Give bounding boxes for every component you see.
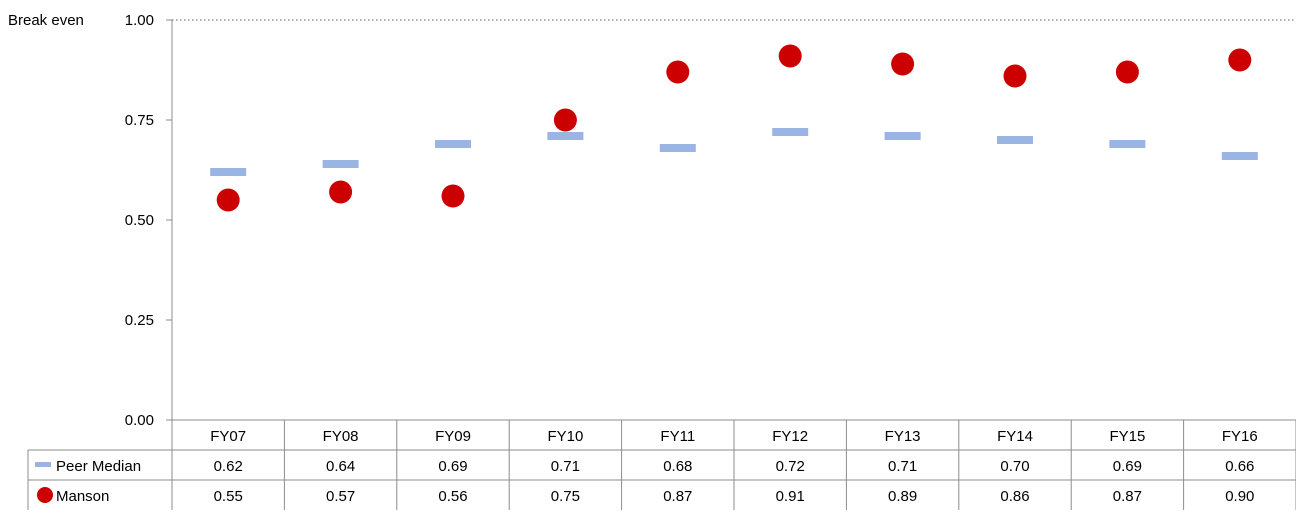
data-table-value: 0.56 bbox=[438, 488, 467, 505]
peer-median-marker bbox=[547, 132, 584, 140]
data-table-value: 0.57 bbox=[326, 488, 355, 505]
data-table-value: 0.91 bbox=[776, 488, 805, 505]
manson-marker bbox=[1115, 60, 1139, 84]
data-table-value: 0.71 bbox=[551, 458, 580, 475]
manson-marker bbox=[329, 180, 353, 204]
data-table-value: 0.87 bbox=[663, 488, 692, 505]
data-table-value: 0.69 bbox=[1113, 458, 1142, 475]
y-tick-label: 0.75 bbox=[125, 112, 154, 129]
peer-median-marker bbox=[659, 144, 696, 152]
data-table-value: 0.87 bbox=[1113, 488, 1142, 505]
data-table-value: 0.66 bbox=[1225, 458, 1254, 475]
data-table-value: 0.70 bbox=[1000, 458, 1029, 475]
data-table-value: 0.72 bbox=[776, 458, 805, 475]
peer-median-marker bbox=[884, 132, 921, 140]
data-table-value: 0.62 bbox=[214, 458, 243, 475]
data-table-value: 0.64 bbox=[326, 458, 355, 475]
break-even-label: Break even bbox=[8, 12, 84, 29]
x-category-label: FY14 bbox=[997, 428, 1033, 445]
x-category-label: FY11 bbox=[660, 428, 695, 445]
data-table-value: 0.86 bbox=[1000, 488, 1029, 505]
x-category-label: FY09 bbox=[435, 428, 471, 445]
peer-median-marker bbox=[997, 136, 1033, 144]
legend-label: Manson bbox=[56, 488, 109, 505]
peer-median-marker bbox=[1221, 152, 1258, 160]
data-table-value: 0.75 bbox=[551, 488, 580, 505]
peer-median-marker bbox=[1109, 140, 1146, 148]
x-category-label: FY12 bbox=[772, 428, 808, 445]
data-table-value: 0.68 bbox=[663, 458, 692, 475]
data-table-value: 0.89 bbox=[888, 488, 917, 505]
manson-marker bbox=[891, 52, 915, 76]
manson-marker bbox=[216, 188, 240, 212]
y-tick-label: 0.50 bbox=[125, 212, 154, 229]
y-tick-label: 1.00 bbox=[125, 12, 154, 29]
legend-key-peer-median bbox=[35, 462, 51, 467]
manson-marker bbox=[441, 184, 465, 208]
data-table-value: 0.69 bbox=[438, 458, 467, 475]
peer-median-marker bbox=[210, 168, 247, 176]
y-tick-label: 0.00 bbox=[125, 412, 154, 429]
x-category-label: FY15 bbox=[1109, 428, 1145, 445]
data-table-value: 0.55 bbox=[214, 488, 243, 505]
x-category-label: FY08 bbox=[323, 428, 359, 445]
manson-marker bbox=[553, 108, 577, 132]
peer-median-marker bbox=[435, 140, 471, 148]
x-category-label: FY16 bbox=[1222, 428, 1258, 445]
x-category-label: FY13 bbox=[885, 428, 921, 445]
manson-marker bbox=[666, 60, 690, 84]
peer-median-marker bbox=[772, 128, 809, 136]
data-table-value: 0.71 bbox=[888, 458, 917, 475]
peer-median-marker bbox=[322, 160, 359, 168]
y-tick-label: 0.25 bbox=[125, 312, 154, 329]
x-category-label: FY10 bbox=[547, 428, 583, 445]
legend-key-manson bbox=[37, 487, 53, 503]
legend-label: Peer Median bbox=[56, 458, 141, 475]
manson-marker bbox=[1228, 48, 1252, 72]
manson-marker bbox=[1003, 64, 1027, 88]
data-table-value: 0.90 bbox=[1225, 488, 1254, 505]
x-category-label: FY07 bbox=[210, 428, 246, 445]
manson-marker bbox=[778, 44, 802, 68]
